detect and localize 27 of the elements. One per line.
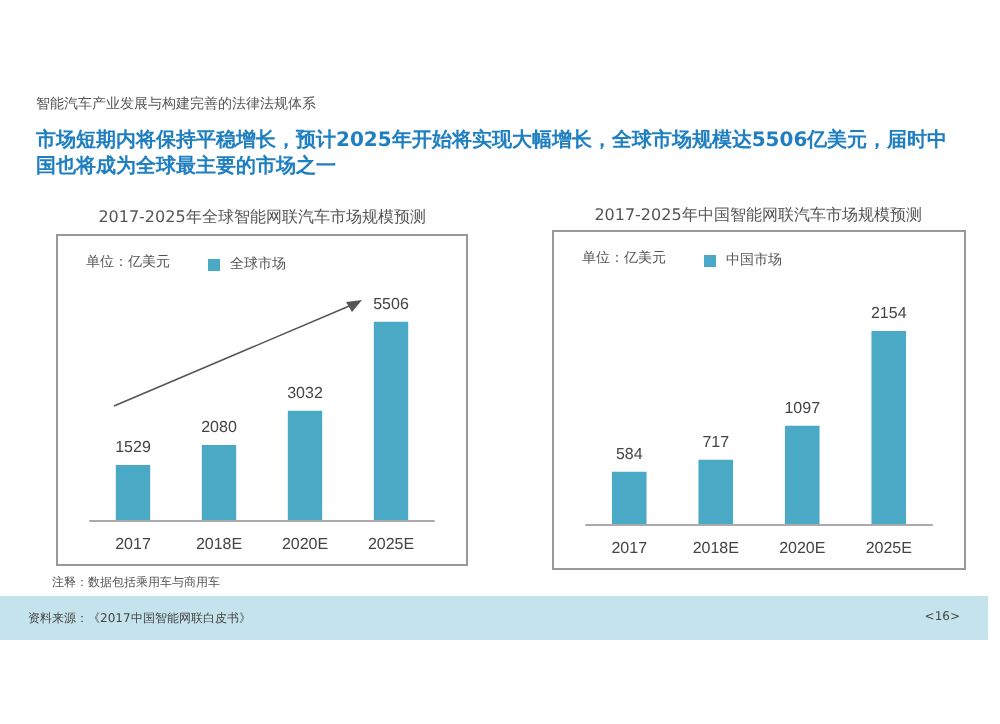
bar	[115, 464, 151, 520]
bar	[373, 321, 409, 520]
x-tick-label: 2018E	[195, 535, 243, 553]
data-label: 2154	[870, 304, 908, 322]
x-tick-label: 2018E	[692, 539, 739, 557]
x-tick-label: 2020E	[779, 539, 826, 557]
x-tick-label: 2017	[115, 535, 152, 553]
data-label: 584	[615, 444, 644, 463]
data-label: 3032	[287, 383, 324, 402]
bar	[287, 410, 323, 520]
x-tick-label: 2017	[611, 539, 649, 557]
x-tick-label: 2020E	[281, 535, 329, 553]
bar	[784, 425, 820, 524]
data-label: 1529	[115, 437, 152, 456]
chart-title: 2017-2025年中国智能网联汽车市场规模预测	[592, 204, 924, 226]
x-tick-label: 2025E	[865, 539, 912, 557]
data-label: 1097	[784, 398, 822, 417]
data-label: 5506	[373, 294, 410, 313]
bar	[201, 445, 237, 520]
x-tick-label: 2025E	[367, 535, 415, 553]
bar	[611, 471, 647, 524]
bar	[871, 331, 907, 524]
text: 市场短期内将保持平稳增长，预计2025年开始将实现大幅增长，全球市场规模达5506亿美元，届时中国也将成为全球最主要的市场之一	[36, 128, 950, 180]
data-label: 717	[702, 432, 731, 451]
chart-title: 2017-2025年全球智能网联汽车市场规模预测	[96, 206, 428, 228]
data-label: 2080	[201, 418, 238, 437]
bar	[698, 459, 734, 524]
